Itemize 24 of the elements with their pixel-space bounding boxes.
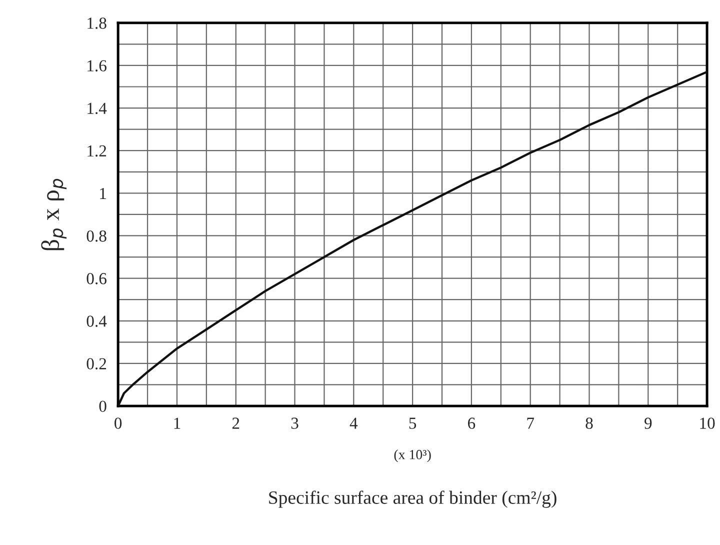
y-tick-label: 1.8 [88,18,106,29]
y-tick-label: 1.4 [88,102,107,114]
y-tick-label: 1.6 [88,60,106,72]
x-tick-label: 1 [174,418,180,429]
y-tick-label: 1.2 [88,145,106,157]
x-tick-label: 0 [114,418,122,429]
x-tick-label: 6 [468,418,476,429]
x-tick-label: 10 [700,418,715,429]
y-tick-label: 0.2 [86,358,106,370]
y-axis-title: β$_{p}$ x ρ$_{p}$ [41,178,67,250]
y-tick-label: 0 [99,400,106,412]
x-axis-title: Specific surface area of binder (cm²/g) [269,490,556,508]
x-tick-label: 4 [350,418,358,429]
x-tick-label: 3 [291,418,298,429]
y-tick-label: 0.6 [86,273,106,284]
x-tick-label: 7 [527,418,534,429]
x-tick-label: 9 [644,418,652,429]
y-tick-label: 0.8 [86,230,106,242]
x-tick-label: 2 [232,418,240,429]
y-tick-label: 1 [100,188,106,199]
x-tick-label: 8 [586,418,593,429]
x-tick-label: 5 [409,418,416,429]
text: (x 10³) [394,450,431,462]
y-tick-label: 0.4 [86,316,107,327]
